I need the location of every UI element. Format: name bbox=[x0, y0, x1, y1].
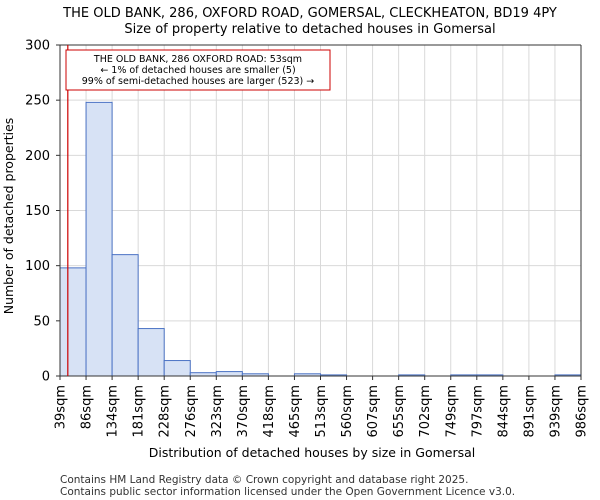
y-tick-label: 150 bbox=[25, 204, 50, 219]
x-tick-label: 844sqm bbox=[496, 385, 511, 438]
bar bbox=[85, 101, 113, 377]
x-tick-label: 465sqm bbox=[288, 385, 303, 438]
x-axis-label: Distribution of detached houses by size … bbox=[149, 445, 476, 460]
y-ticks: 0 50 100 150 200 250 300 bbox=[25, 39, 60, 385]
x-tick-label: 986sqm bbox=[575, 385, 590, 438]
footer-line-1: Contains HM Land Registry data © Crown c… bbox=[60, 474, 468, 486]
y-tick-label: 0 bbox=[42, 370, 50, 385]
x-tick-label: 134sqm bbox=[106, 385, 121, 438]
x-tick-label: 276sqm bbox=[184, 385, 199, 438]
x-tick-label: 891sqm bbox=[522, 385, 537, 438]
x-tick-label: 607sqm bbox=[366, 385, 381, 438]
x-tick-label: 513sqm bbox=[314, 385, 329, 438]
x-tick-label: 370sqm bbox=[236, 385, 251, 438]
x-tick-label: 228sqm bbox=[158, 385, 173, 438]
x-tick-label: 181sqm bbox=[132, 385, 147, 438]
annotation-frame bbox=[65, 49, 331, 91]
x-tick-label: 560sqm bbox=[340, 385, 355, 438]
x-tick-label: 86sqm bbox=[80, 385, 95, 429]
y-tick-label: 250 bbox=[25, 94, 50, 109]
x-tick-label: 702sqm bbox=[418, 385, 433, 438]
footer-line-2: Contains public sector information licen… bbox=[60, 486, 515, 498]
y-tick-label: 50 bbox=[33, 314, 50, 329]
x-tick-label: 323sqm bbox=[210, 385, 225, 438]
chart-subtitle: Size of property relative to detached ho… bbox=[124, 22, 495, 37]
bars bbox=[59, 101, 582, 377]
x-ticks: 39sqm 86sqm 134sqm 181sqm 228sqm 276sqm 323sqm… bbox=[54, 376, 590, 438]
annotation-line-1: THE OLD BANK, 286 OXFORD ROAD: 53sqm bbox=[93, 54, 302, 65]
y-tick-label: 300 bbox=[25, 39, 50, 54]
annotation-box: THE OLD BANK, 286 OXFORD ROAD: 53sqm ← 1… bbox=[65, 49, 331, 91]
x-tick-label: 749sqm bbox=[444, 385, 459, 438]
bar bbox=[215, 371, 243, 377]
y-tick-label: 100 bbox=[25, 259, 50, 274]
annotation-line-3: 99% of semi-detached houses are larger (… bbox=[82, 76, 315, 87]
chart-title: THE OLD BANK, 286, OXFORD ROAD, GOMERSAL… bbox=[62, 6, 557, 21]
x-tick-label: 655sqm bbox=[392, 385, 407, 438]
bar bbox=[111, 254, 139, 377]
x-tick-label: 939sqm bbox=[548, 385, 563, 438]
x-tick-label: 39sqm bbox=[54, 385, 69, 429]
bar bbox=[163, 360, 191, 377]
bar bbox=[137, 328, 165, 377]
y-tick-label: 200 bbox=[25, 149, 50, 164]
annotation-line-2: ← 1% of detached houses are smaller (5) bbox=[100, 65, 295, 76]
x-tick-label: 797sqm bbox=[470, 385, 485, 438]
bar bbox=[59, 267, 87, 377]
y-axis-label: Number of detached properties bbox=[1, 118, 16, 315]
gridlines bbox=[59, 44, 582, 377]
x-tick-label: 418sqm bbox=[262, 385, 277, 438]
